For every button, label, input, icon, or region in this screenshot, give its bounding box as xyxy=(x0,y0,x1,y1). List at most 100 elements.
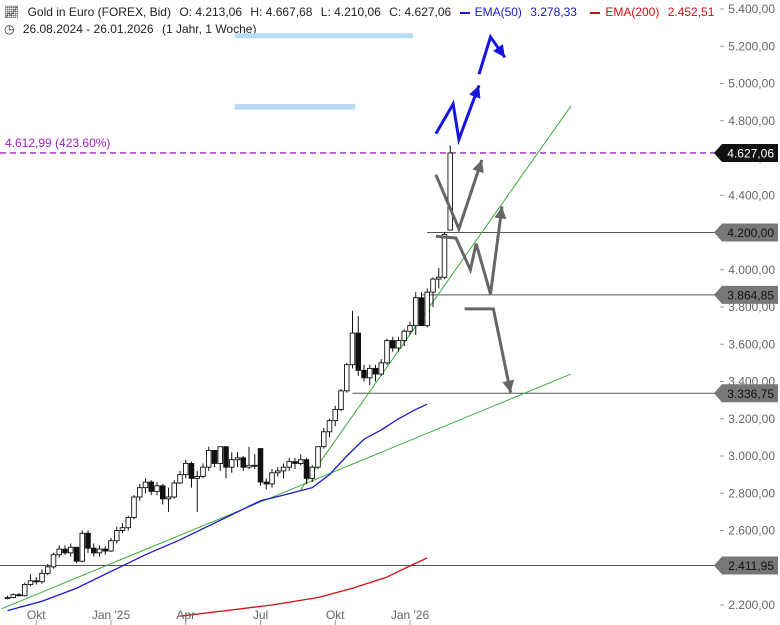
projection-up-arrow-2 xyxy=(477,33,507,75)
candle-body xyxy=(177,474,183,484)
y-tick-label: 3.200,00 xyxy=(728,412,775,426)
chart-icon: 📈︎ xyxy=(4,5,20,19)
candle xyxy=(234,452,241,468)
candle xyxy=(223,446,229,479)
candle xyxy=(56,545,63,558)
open-value: O: 4.213,06 xyxy=(179,5,243,19)
candle-body xyxy=(413,297,419,327)
candle xyxy=(27,574,34,587)
interval: (1 Jahr, 1 Woche) xyxy=(161,22,257,36)
candle xyxy=(321,428,327,449)
candle xyxy=(131,495,137,520)
y-tick-label: 5.000,00 xyxy=(728,77,775,91)
candle xyxy=(200,463,206,479)
candle-body xyxy=(441,233,448,278)
candle xyxy=(332,405,339,427)
candle-body xyxy=(33,580,40,583)
candle-body xyxy=(85,532,91,549)
candle-body xyxy=(113,530,120,542)
candle xyxy=(33,577,40,585)
low-value: L: 4.210,06 xyxy=(320,5,381,19)
instrument-title: Gold in Euro (FOREX, Bid) xyxy=(27,5,171,19)
y-tick-label: 2.800,00 xyxy=(728,486,775,500)
projection-up-arrow-head xyxy=(469,85,481,99)
candle-body xyxy=(108,540,114,552)
candle xyxy=(361,364,367,382)
candle xyxy=(436,267,442,289)
candle xyxy=(96,545,103,557)
candle xyxy=(125,515,131,531)
candle xyxy=(205,446,212,471)
y-tick-label: 4.000,00 xyxy=(728,263,775,277)
clock-icon: ◷ xyxy=(4,22,15,36)
target-line-label: 4.612,99 (423.60%) xyxy=(5,136,110,150)
candle xyxy=(401,329,408,347)
candle-body xyxy=(125,517,131,529)
candle xyxy=(257,448,264,486)
candle-body xyxy=(73,546,80,562)
date-range: 26.08.2024 - 26.01.2026 xyxy=(22,22,154,36)
candle-body xyxy=(171,482,177,498)
candle xyxy=(349,310,356,369)
candle xyxy=(344,362,350,393)
x-tick-label: Apr xyxy=(176,608,195,622)
candle-body xyxy=(27,580,34,585)
candle xyxy=(280,463,287,479)
candle-body xyxy=(62,548,68,554)
candle xyxy=(309,465,316,483)
ema200-label: EMA(200) xyxy=(605,5,660,19)
projection-gray-arrow-head xyxy=(472,159,484,174)
price-tag-label: 3.864,85 xyxy=(727,288,774,302)
candle xyxy=(211,449,218,468)
candle xyxy=(326,418,333,438)
candle xyxy=(355,316,362,376)
candle xyxy=(418,292,425,327)
close-value: C: 4.627,06 xyxy=(389,5,452,19)
candle xyxy=(79,530,85,563)
candle-body xyxy=(257,448,264,483)
candle xyxy=(119,523,126,534)
candle-body xyxy=(447,152,454,231)
candle-body xyxy=(326,420,333,433)
candle-body xyxy=(292,461,298,464)
candle-body xyxy=(131,496,137,518)
candle xyxy=(62,545,68,555)
candle-body xyxy=(349,332,356,366)
price-tag xyxy=(714,285,778,304)
candle xyxy=(182,459,189,479)
x-tick-label: Jan '25 xyxy=(92,608,131,622)
candle-body xyxy=(159,485,166,500)
candle-body xyxy=(56,548,63,556)
candle-body xyxy=(39,572,45,583)
candle-body xyxy=(67,546,74,554)
candle xyxy=(73,546,80,564)
candle xyxy=(251,454,258,470)
projection-gray-arrow xyxy=(464,307,513,393)
trend-line xyxy=(300,105,572,490)
candle-body xyxy=(10,594,16,598)
projection-gray-arrow xyxy=(435,206,504,295)
candle-body xyxy=(280,466,287,472)
projection-up-arrow xyxy=(434,84,481,146)
candle-body xyxy=(4,597,11,599)
candle xyxy=(240,456,246,471)
candle xyxy=(298,454,304,466)
candle xyxy=(269,469,275,488)
candle-body xyxy=(246,464,252,468)
price-tag-label: 4.627,06 xyxy=(727,146,774,160)
candle xyxy=(102,546,108,555)
candle xyxy=(154,482,160,496)
candle xyxy=(372,364,379,382)
ema50-line xyxy=(7,403,428,612)
candle xyxy=(90,543,97,557)
target-zone xyxy=(234,103,356,110)
candle xyxy=(275,467,281,477)
candle-body xyxy=(344,364,350,392)
candle xyxy=(292,457,298,470)
candle-body xyxy=(407,325,413,332)
candle xyxy=(286,457,293,471)
candle xyxy=(188,461,195,488)
candle-body xyxy=(182,463,189,476)
x-tick-label: Okt xyxy=(326,608,345,622)
